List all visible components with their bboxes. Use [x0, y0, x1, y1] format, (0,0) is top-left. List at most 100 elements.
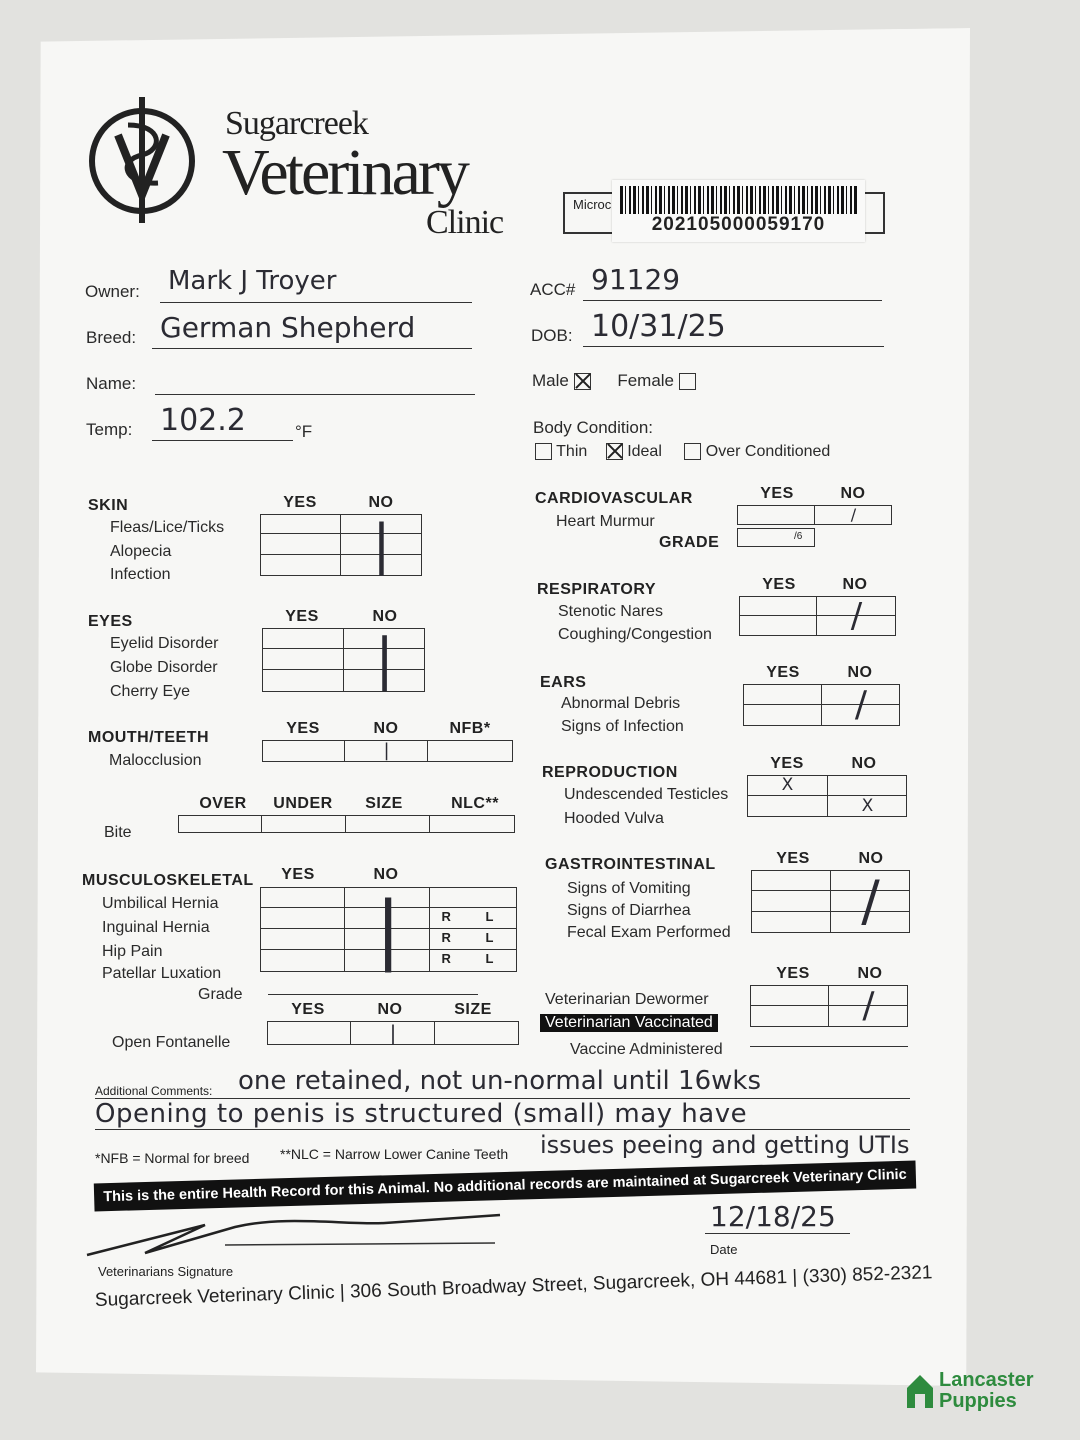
skin-col-no: NO — [368, 494, 394, 511]
resp-cell[interactable] — [739, 615, 817, 636]
fontanelle-cell[interactable] — [267, 1020, 351, 1045]
mouth-col-yes: YES — [286, 720, 320, 737]
left-side-label: L — [485, 908, 494, 924]
musculo-cell[interactable] — [259, 929, 345, 951]
ears-cell[interactable] — [743, 704, 822, 726]
bite-cell[interactable] — [430, 815, 515, 833]
musculo-cell[interactable] — [259, 907, 345, 930]
ears-title: EARS — [540, 674, 587, 691]
eyes-title: EYES — [88, 613, 133, 630]
murmur-grade-box[interactable]: /6 — [737, 528, 815, 547]
repro-checkbox-grid — [746, 774, 907, 817]
eyes-cell[interactable] — [343, 649, 425, 671]
owner-line — [160, 302, 472, 303]
over-conditioned-checkbox[interactable] — [684, 443, 702, 461]
ears-cell[interactable] — [742, 683, 822, 705]
no-mark: / — [862, 985, 875, 1026]
skin-cell[interactable] — [259, 534, 341, 555]
bite-col-over: OVER — [199, 795, 247, 812]
caduceus-icon — [89, 97, 195, 223]
deworm-cell[interactable] — [828, 985, 908, 1006]
resp-col-no: NO — [842, 576, 868, 593]
repro-row-label: Undescended Testicles — [564, 786, 729, 803]
musculo-cell[interactable] — [344, 907, 430, 930]
bite-checkbox-grid — [178, 814, 515, 833]
thin-label: Thin — [556, 443, 588, 460]
eyes-row-label: Eyelid Disorder — [110, 635, 219, 652]
eyes-checkbox-grid — [261, 627, 425, 692]
microchip-sticker: 202105000059170 — [612, 180, 865, 242]
right-side-label: R — [441, 930, 451, 946]
eyes-cell[interactable] — [261, 627, 344, 649]
cardio-cell[interactable] — [737, 504, 815, 525]
gi-checkbox-grid — [750, 869, 910, 933]
gi-cell[interactable] — [750, 890, 831, 912]
ears-row-label: Abnormal Debris — [561, 695, 681, 712]
barcode — [620, 186, 857, 214]
musculo-col-no: NO — [373, 866, 399, 883]
repro-cell[interactable] — [746, 774, 828, 796]
musculo-title: MUSCULOSKELETAL — [82, 872, 254, 889]
gi-cell[interactable] — [751, 911, 831, 933]
bite-cell[interactable] — [346, 814, 430, 833]
musculo-cell[interactable] — [429, 887, 517, 908]
musculo-cell[interactable] — [345, 950, 430, 972]
deworm-row-label: Veterinarian Dewormer — [545, 991, 709, 1008]
eyes-row-label: Globe Disorder — [110, 659, 218, 676]
fontanelle-cell[interactable] — [435, 1021, 519, 1045]
dob-value[interactable]: 10/31/25 — [591, 309, 726, 344]
date-line — [705, 1233, 850, 1234]
female-checkbox[interactable] — [678, 373, 696, 391]
repro-cell[interactable] — [827, 775, 907, 796]
skin-cell[interactable] — [259, 513, 341, 535]
resp-cell[interactable] — [816, 596, 896, 616]
repro-cell[interactable] — [747, 795, 828, 817]
acc-label: ACC# — [530, 280, 576, 299]
ears-cell[interactable] — [821, 684, 900, 705]
deworm-cell[interactable] — [749, 984, 829, 1006]
mouth-cell[interactable] — [345, 739, 428, 762]
owner-value[interactable]: Mark J Troyer — [168, 266, 337, 296]
cardio-title: CARDIOVASCULAR — [535, 490, 693, 507]
ideal-checkbox[interactable] — [605, 443, 623, 461]
no-mark: / — [854, 684, 868, 725]
body-condition-label: Body Condition: — [533, 418, 654, 437]
bite-cell[interactable] — [262, 814, 346, 833]
acc-value[interactable]: 91129 — [591, 263, 681, 296]
vaccine-administered-line[interactable] — [750, 1046, 908, 1047]
comments-label: Additional Comments: — [95, 1084, 213, 1098]
resp-cell[interactable] — [738, 595, 817, 616]
gi-cell[interactable] — [830, 870, 910, 891]
left-side-label: L — [485, 930, 494, 946]
thin-checkbox[interactable] — [535, 443, 552, 461]
skin-cell[interactable] — [340, 534, 422, 555]
deworm-cell[interactable] — [750, 1005, 829, 1027]
eyes-cell[interactable] — [343, 628, 425, 649]
eyes-cell[interactable] — [261, 648, 344, 671]
musculo-cell[interactable] — [260, 950, 345, 972]
musculo-cell[interactable] — [344, 886, 430, 908]
breed-value[interactable]: German Shepherd — [160, 311, 416, 344]
female-label: Female — [617, 371, 675, 390]
gi-cell[interactable] — [750, 869, 831, 891]
skin-cell[interactable] — [260, 554, 341, 576]
musculo-cell[interactable] — [344, 929, 430, 951]
male-checkbox[interactable] — [573, 373, 591, 391]
mouth-cell[interactable] — [428, 740, 513, 762]
right-side-label: R — [441, 908, 451, 924]
left-side-label: L — [485, 951, 494, 967]
clinic-name-2: Veterinary — [222, 136, 470, 209]
gi-cell[interactable] — [830, 891, 910, 912]
musculo-cell[interactable] — [259, 886, 345, 908]
fontanelle-cell[interactable] — [351, 1020, 435, 1045]
skin-cell[interactable] — [340, 514, 422, 535]
bite-cell[interactable] — [178, 814, 262, 833]
microchip-number: 202105000059170 — [651, 214, 826, 235]
mouth-cell[interactable] — [262, 739, 345, 762]
temp-value[interactable]: 102.2 — [160, 403, 246, 438]
comment-text-3: issues peeing and getting UTIs — [540, 1131, 910, 1159]
eyes-cell[interactable] — [262, 670, 344, 692]
